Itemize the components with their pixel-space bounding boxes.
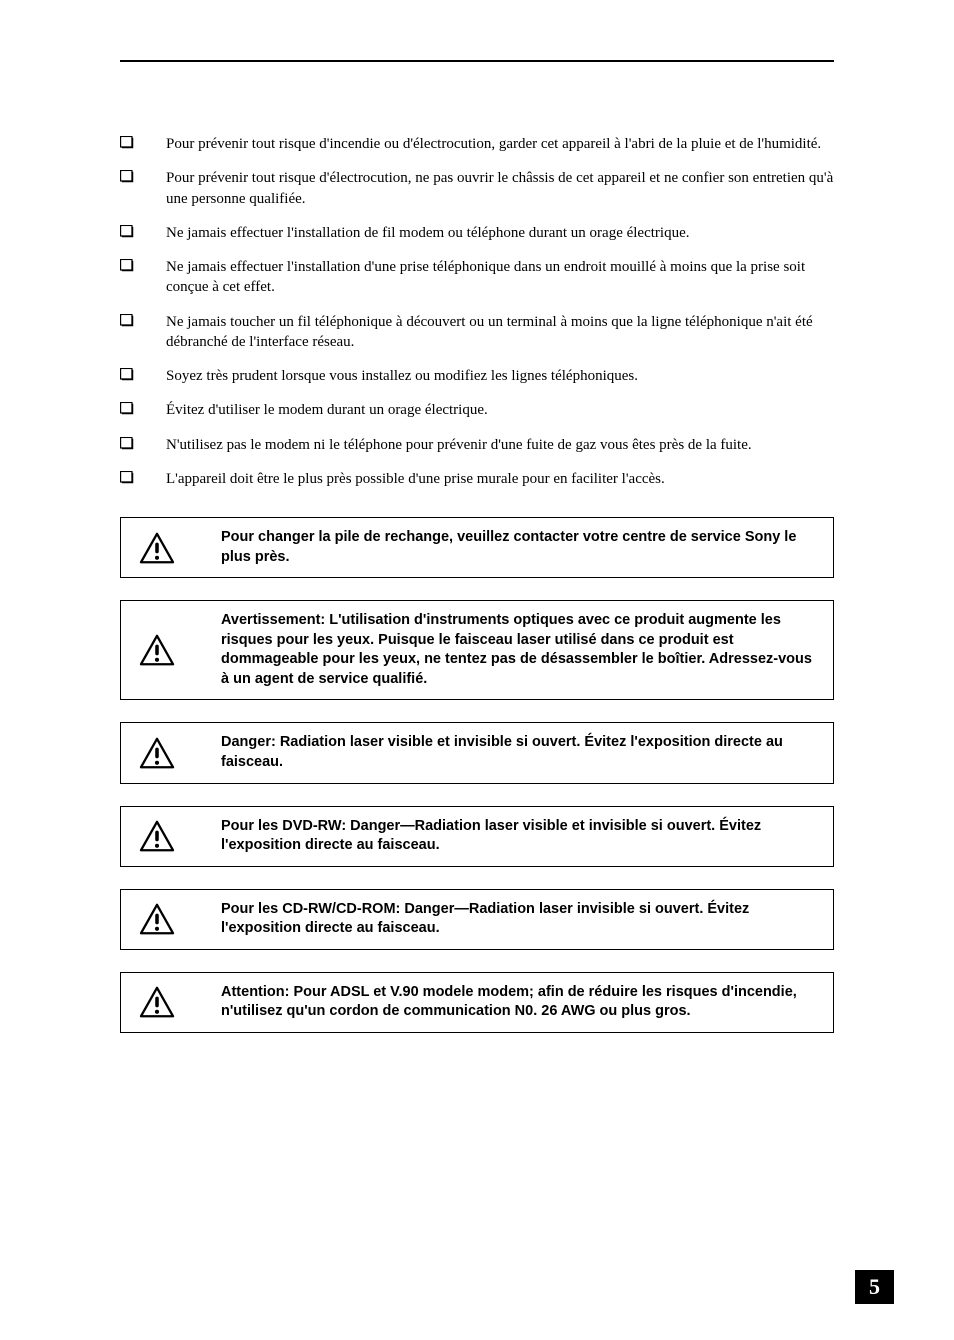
bullet-text: Pour prévenir tout risque d'incendie ou …: [166, 134, 834, 154]
bullet-text: Pour prévenir tout risque d'électrocutio…: [166, 168, 834, 209]
checkbox-icon: [120, 437, 136, 451]
checkbox-icon: [120, 225, 136, 239]
warning-text: Avertissement: L'utilisation d'instrumen…: [221, 611, 819, 689]
warning-icon: [131, 634, 221, 666]
page-number: 5: [855, 1270, 894, 1304]
warning-box: Attention: Pour ADSL et V.90 modele mode…: [120, 972, 834, 1033]
bullet-item: N'utilisez pas le modem ni le téléphone …: [120, 435, 834, 455]
bullet-text: Ne jamais effectuer l'installation d'une…: [166, 257, 834, 298]
warning-box: Pour les DVD-RW: Danger—Radiation laser …: [120, 806, 834, 867]
warning-icon: [131, 737, 221, 769]
bullet-item: L'appareil doit être le plus près possib…: [120, 469, 834, 489]
warning-text: Danger: Radiation laser visible et invis…: [221, 733, 819, 772]
bullet-list: Pour prévenir tout risque d'incendie ou …: [120, 134, 834, 489]
warning-icon: [131, 532, 221, 564]
warning-icon: [131, 986, 221, 1018]
page: Pour prévenir tout risque d'incendie ou …: [0, 0, 954, 1340]
checkbox-icon: [120, 402, 136, 416]
bullet-text: Ne jamais toucher un fil téléphonique à …: [166, 312, 834, 353]
bullet-item: Soyez très prudent lorsque vous installe…: [120, 366, 834, 386]
bullet-item: Évitez d'utiliser le modem durant un ora…: [120, 400, 834, 420]
checkbox-icon: [120, 471, 136, 485]
bullet-item: Pour prévenir tout risque d'électrocutio…: [120, 168, 834, 209]
bullet-text: Soyez très prudent lorsque vous installe…: [166, 366, 834, 386]
warning-box: Pour changer la pile de rechange, veuill…: [120, 517, 834, 578]
checkbox-icon: [120, 136, 136, 150]
bullet-item: Ne jamais effectuer l'installation d'une…: [120, 257, 834, 298]
warning-text: Pour les CD-RW/CD-ROM: Danger—Radiation …: [221, 900, 819, 939]
bullet-text: Ne jamais effectuer l'installation de fi…: [166, 223, 834, 243]
warning-icon: [131, 820, 221, 852]
top-rule: [120, 60, 834, 62]
warning-text: Attention: Pour ADSL et V.90 modele mode…: [221, 983, 819, 1022]
bullet-text: N'utilisez pas le modem ni le téléphone …: [166, 435, 834, 455]
bullet-item: Pour prévenir tout risque d'incendie ou …: [120, 134, 834, 154]
bullet-item: Ne jamais toucher un fil téléphonique à …: [120, 312, 834, 353]
warning-icon: [131, 903, 221, 935]
warning-box: Pour les CD-RW/CD-ROM: Danger—Radiation …: [120, 889, 834, 950]
bullet-text: Évitez d'utiliser le modem durant un ora…: [166, 400, 834, 420]
checkbox-icon: [120, 259, 136, 273]
warning-text: Pour changer la pile de rechange, veuill…: [221, 528, 819, 567]
warning-box: Avertissement: L'utilisation d'instrumen…: [120, 600, 834, 700]
warning-text: Pour les DVD-RW: Danger—Radiation laser …: [221, 817, 819, 856]
warning-box: Danger: Radiation laser visible et invis…: [120, 722, 834, 783]
bullet-text: L'appareil doit être le plus près possib…: [166, 469, 834, 489]
bullet-item: Ne jamais effectuer l'installation de fi…: [120, 223, 834, 243]
checkbox-icon: [120, 368, 136, 382]
checkbox-icon: [120, 170, 136, 184]
checkbox-icon: [120, 314, 136, 328]
